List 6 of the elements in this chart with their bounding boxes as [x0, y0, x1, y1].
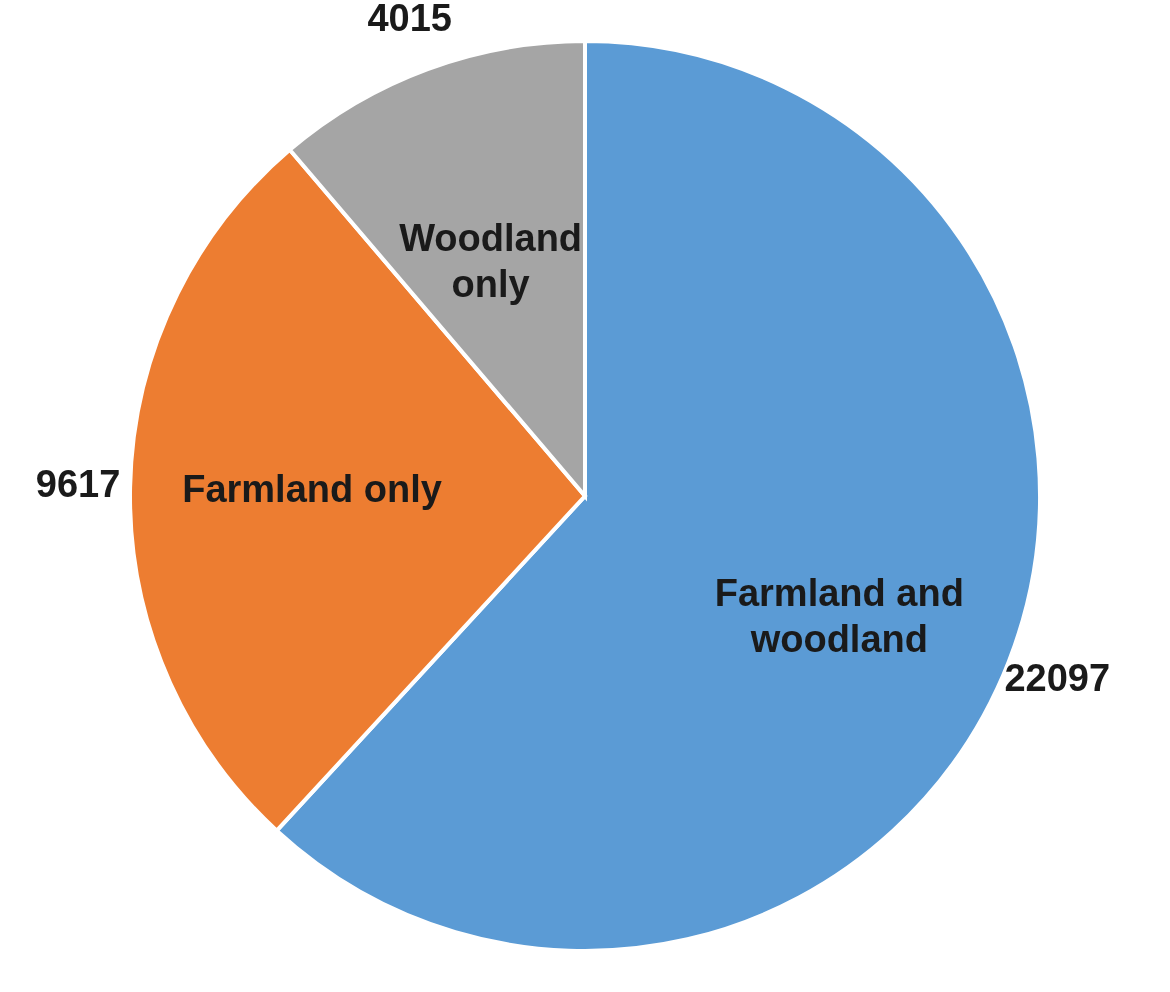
- slice-label: Farmland and woodland: [714, 572, 964, 661]
- data-label: 4015: [367, 0, 452, 40]
- slice-label: Farmland only: [182, 467, 442, 510]
- slice-label: Woodland only: [399, 216, 583, 305]
- data-label: 9617: [35, 463, 121, 506]
- data-label: 22097: [1004, 657, 1111, 700]
